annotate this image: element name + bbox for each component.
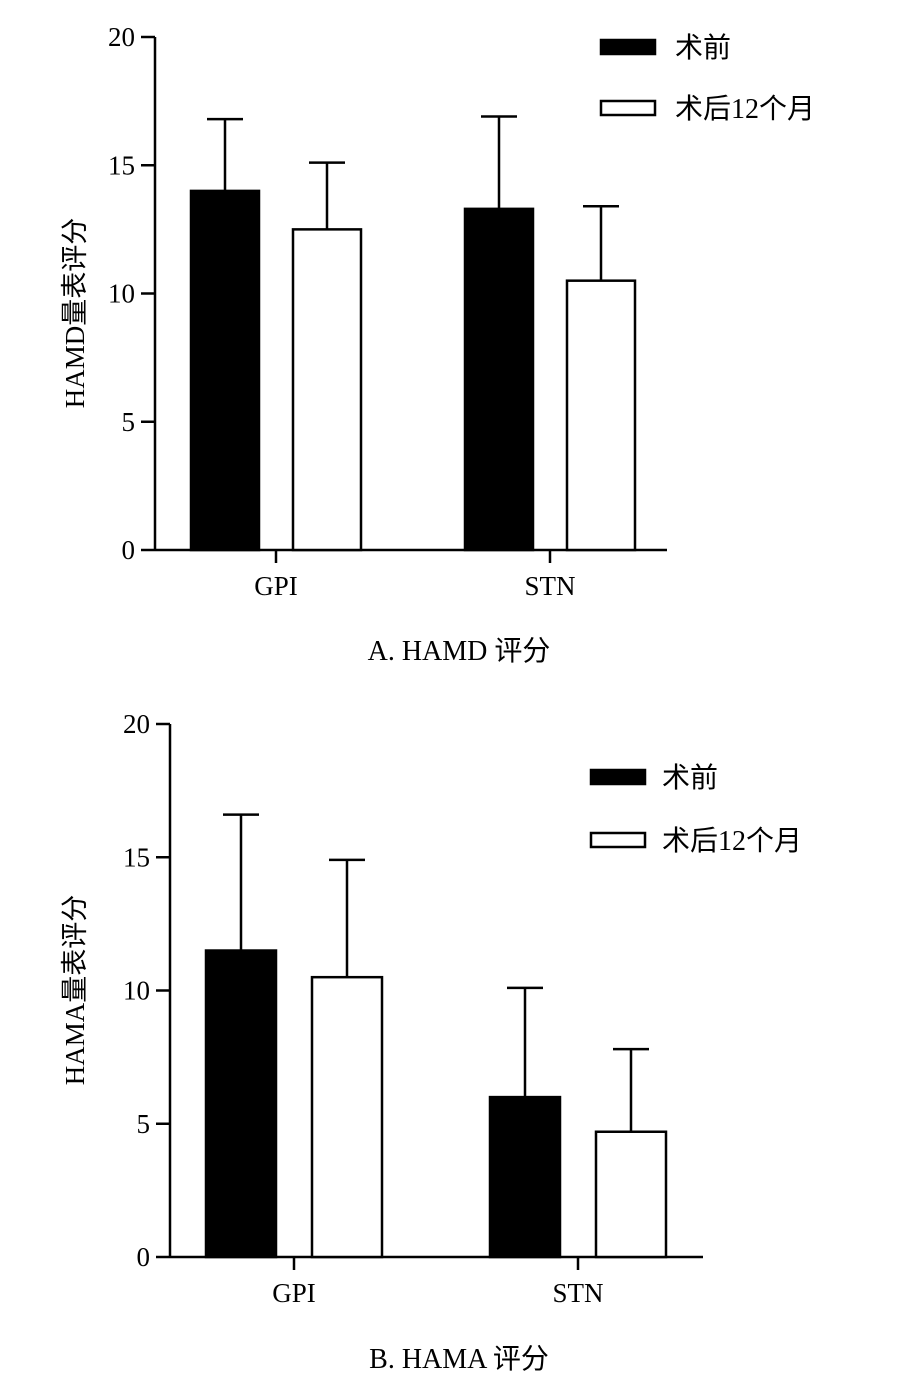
chart-b-y-axis-title: HAMA量表评分 bbox=[60, 895, 90, 1086]
chart-a-caption: A. HAMD 评分 bbox=[368, 636, 551, 667]
chart-a-y-tick-label: 20 bbox=[108, 22, 135, 52]
chart-a-y-tick-label: 15 bbox=[108, 150, 135, 180]
chart-b-x-tick-label: GPI bbox=[272, 1278, 316, 1308]
chart-a-bar bbox=[189, 189, 261, 552]
chart-b-bar bbox=[310, 975, 384, 1259]
chart-a-bar bbox=[565, 279, 637, 552]
chart-b-bar bbox=[594, 1130, 668, 1259]
chart-b-y-tick-label: 20 bbox=[123, 709, 150, 739]
chart-a-y-tick-label: 10 bbox=[108, 279, 135, 309]
chart-b-legend-swatch bbox=[589, 768, 647, 786]
chart-b-caption: B. HAMA 评分 bbox=[369, 1344, 549, 1375]
chart-b-legend-label: 术后12个月 bbox=[662, 825, 802, 857]
chart-a-legend-label: 术前 bbox=[675, 32, 731, 64]
chart-a-legend-swatch bbox=[599, 38, 657, 56]
chart-a-legend-label: 术后12个月 bbox=[675, 93, 815, 125]
chart-b-x-tick-label: STN bbox=[552, 1278, 603, 1308]
chart-a-y-axis-title: HAMD量表评分 bbox=[60, 218, 90, 409]
chart-a-y-tick-label: 0 bbox=[122, 535, 136, 565]
chart-b-legend-label: 术前 bbox=[662, 762, 718, 794]
chart-a-x-tick-label: GPI bbox=[254, 571, 298, 601]
chart-a-x-tick-label: STN bbox=[524, 571, 575, 601]
chart-a-y-tick-label: 5 bbox=[122, 407, 136, 437]
chart-b-legend-swatch bbox=[589, 831, 647, 849]
chart-b-y-tick-label: 15 bbox=[123, 842, 150, 872]
chart-b-y-tick-label: 0 bbox=[137, 1242, 151, 1272]
chart-b-bar bbox=[204, 949, 278, 1259]
chart-b-y-tick-label: 5 bbox=[137, 1109, 151, 1139]
chart-b-bar bbox=[488, 1095, 562, 1259]
chart-a-legend-swatch bbox=[599, 99, 657, 117]
chart-a-bar bbox=[291, 228, 363, 552]
chart-b-y-tick-label: 10 bbox=[123, 976, 150, 1006]
chart-a-bar bbox=[463, 207, 535, 552]
